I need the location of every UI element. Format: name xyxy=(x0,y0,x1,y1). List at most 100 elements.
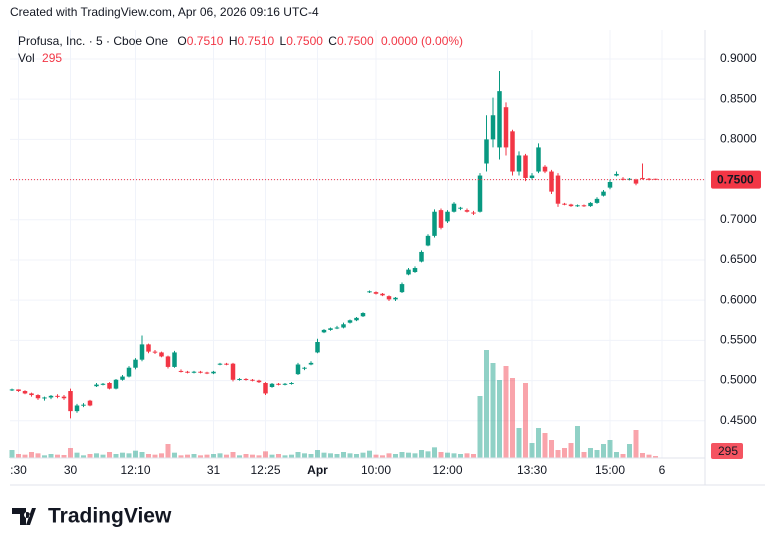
y-tick-label: 0.5500 xyxy=(720,333,757,347)
candle-body xyxy=(230,363,236,380)
volume-bar xyxy=(412,453,418,458)
candle-body xyxy=(126,367,132,377)
candle-body xyxy=(165,356,171,367)
volume-bar xyxy=(555,450,561,458)
volume-bar xyxy=(588,448,593,458)
candle-body xyxy=(289,382,294,384)
candle-body xyxy=(380,293,385,296)
candle-body xyxy=(360,313,366,317)
candle-body xyxy=(9,389,15,391)
volume-bar xyxy=(55,454,60,458)
volume-bar xyxy=(68,448,73,458)
volume-bar xyxy=(165,444,171,458)
logo-icon xyxy=(12,508,36,525)
volume-value: 295 xyxy=(42,51,62,65)
legend-value: 0.7510 xyxy=(187,34,224,48)
price-tag-label: 0.7500 xyxy=(717,173,754,187)
volume-bar xyxy=(191,454,197,458)
candle-body xyxy=(243,378,249,380)
candle-body xyxy=(113,379,119,389)
candle-body xyxy=(315,341,320,353)
x-tick-label: Apr xyxy=(307,463,328,477)
volume-bar xyxy=(646,454,652,458)
candle-body xyxy=(185,371,190,373)
volume-legend: Vol 295 xyxy=(18,51,62,65)
volume-bar xyxy=(581,452,587,458)
candle-body xyxy=(419,251,424,262)
candle-body xyxy=(107,382,112,389)
volume-bar xyxy=(139,452,145,458)
volume-bar xyxy=(48,454,54,458)
y-tick-label: 0.6000 xyxy=(720,292,757,306)
volume-bar xyxy=(9,450,15,458)
candle-body xyxy=(48,395,54,398)
candle-body xyxy=(412,268,418,273)
volume-bar xyxy=(607,440,613,458)
candle-body xyxy=(269,383,275,388)
volume-bar xyxy=(477,396,483,458)
legend-change: 0.0000 (0.00%) xyxy=(381,34,463,48)
volume-bar xyxy=(211,454,216,458)
volume-bar xyxy=(328,453,333,458)
candle-body xyxy=(438,210,444,228)
volume-bar xyxy=(653,456,658,458)
y-tick-label: 0.5000 xyxy=(720,373,757,387)
candle-body xyxy=(386,296,392,300)
x-tick-label: 12:00 xyxy=(432,463,462,477)
candle-body xyxy=(217,363,223,365)
volume-bar xyxy=(315,450,320,458)
x-tick-label: 13:30 xyxy=(517,463,547,477)
volume-bar xyxy=(113,454,119,458)
legend-value: 0.7510 xyxy=(237,34,274,48)
candle-body xyxy=(497,91,502,148)
volume-bar xyxy=(282,455,288,458)
candle-body xyxy=(633,179,639,184)
volume-bar xyxy=(503,366,509,458)
volume-bar xyxy=(380,455,385,458)
volume-bar xyxy=(120,452,125,458)
candle-body xyxy=(146,344,151,352)
volume-bar xyxy=(354,454,359,458)
candle-body xyxy=(529,175,535,178)
candle-body xyxy=(523,155,528,178)
candle-body xyxy=(341,324,346,328)
volume-bar xyxy=(445,452,450,458)
candle-body xyxy=(399,284,405,293)
volume-bar xyxy=(107,452,112,458)
volume-tag xyxy=(711,443,743,459)
candle-body xyxy=(263,382,268,394)
volume-bar xyxy=(620,454,626,458)
candle-body xyxy=(35,395,41,399)
volume-bar xyxy=(230,452,236,458)
volume-bar xyxy=(432,447,437,458)
volume-bar xyxy=(627,444,632,458)
volume-bar xyxy=(87,454,93,458)
y-tick-label: 0.4500 xyxy=(720,413,757,427)
volume-bar xyxy=(568,443,574,458)
candle-body xyxy=(542,166,548,172)
candle-body xyxy=(211,371,216,374)
y-tick-label: 0.6500 xyxy=(720,252,757,266)
candle-body xyxy=(594,198,600,203)
volume-key: Vol xyxy=(18,51,35,65)
volume-bar xyxy=(393,454,398,458)
volume-bar xyxy=(269,454,275,458)
volume-bar xyxy=(464,453,470,458)
volume-bar xyxy=(263,451,268,458)
candle-body xyxy=(458,207,463,209)
volume-bar xyxy=(159,453,164,458)
candle-body xyxy=(198,371,203,373)
candle-body xyxy=(159,352,164,357)
candle-body xyxy=(510,131,515,172)
volume-bar xyxy=(510,378,515,458)
candle-body xyxy=(503,107,509,148)
volume-bar xyxy=(438,452,444,458)
candle-body xyxy=(172,352,177,367)
volume-bar xyxy=(614,452,619,458)
candle-body xyxy=(614,173,619,176)
volume-bar xyxy=(237,455,242,458)
volume-bar xyxy=(399,452,405,458)
candle-body xyxy=(627,178,632,180)
logo: TradingView xyxy=(12,505,172,528)
